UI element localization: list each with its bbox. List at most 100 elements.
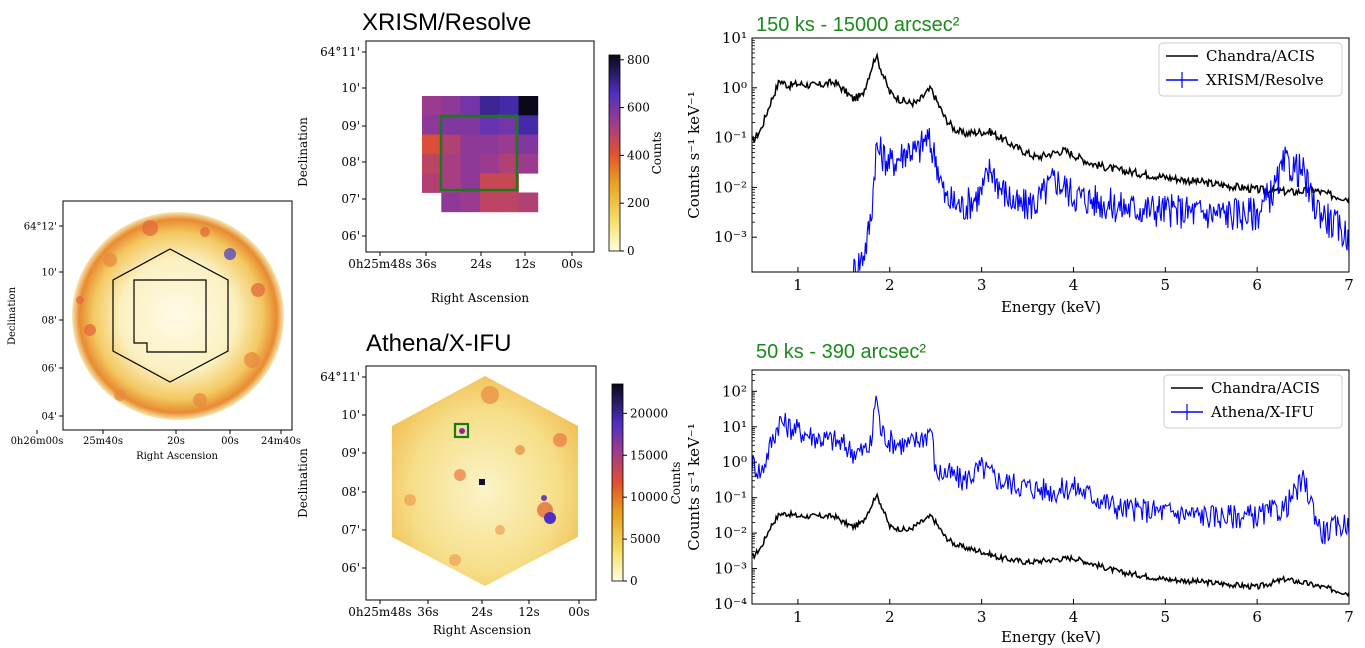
y-tick-label: 08' [42, 316, 57, 327]
resolve-pixel [460, 96, 481, 116]
resolve-spectrum-series [752, 51, 1349, 272]
resolve-pixel [441, 153, 461, 174]
resolve-pixel [441, 96, 461, 116]
resolve-pixel [460, 173, 481, 193]
colorbar-tick-label: 0 [630, 574, 638, 588]
panel3-xlabel: Energy (keV) [1001, 298, 1101, 316]
panel5-x-ticks: 1 2 3 4 5 6 7 [793, 599, 1354, 626]
resolve-colorbar [608, 54, 621, 252]
y-tick-label: 10⁻³ [714, 560, 747, 578]
panel1-x-ticks: 0h26m00s 25m40s 20s 00s 24m40s [11, 430, 301, 447]
y-tick-label: 10' [42, 268, 57, 279]
resolve-spectrum-title: 150 ks - 15000 arcsec² [756, 14, 960, 36]
resolve-pixel [422, 134, 442, 155]
y-tick-label: 09' [341, 119, 360, 133]
panel4-xlabel: Right Ascension [433, 623, 532, 637]
supernova-remnant-image [72, 212, 284, 420]
colorbar-tick-label: 200 [627, 196, 650, 210]
y-tick-label: 10¹ [722, 418, 747, 436]
colorbar-tick-label: 400 [627, 148, 650, 162]
resolve-pixel [518, 115, 539, 135]
x-tick-label: 1 [793, 276, 803, 294]
panel4-y-ticks: 64°11' 10' 09' 08' 07' 06' [320, 370, 366, 575]
panel2-xlabel: Right Ascension [431, 291, 530, 305]
y-tick-label: 64°11' [320, 370, 360, 384]
y-tick-label: 07' [341, 523, 360, 537]
x-tick-label: 00s [561, 257, 582, 271]
y-tick-label: 06' [341, 561, 360, 575]
colorbar-tick-label: 10000 [630, 490, 668, 504]
x-tick-label: 7 [1344, 608, 1354, 626]
resolve-pixel [479, 96, 500, 116]
resolve-pixel [441, 115, 461, 135]
x-tick-label: 4 [1069, 608, 1079, 626]
y-tick-label: 10⁻¹ [714, 129, 747, 147]
chandra-image-panel: 0h26m00s 25m40s 20s 00s 24m40s 64°12' 10' 08' 0… [7, 200, 301, 462]
resolve-pixel [479, 153, 500, 174]
x-tick-label: 1 [793, 608, 803, 626]
x-tick-label: 0h25m48s [348, 257, 411, 271]
resolve-pixel [479, 192, 500, 213]
resolve-pixel [441, 134, 461, 155]
y-tick-label: 10⁻³ [714, 228, 747, 246]
resolve-spectrum-frame [751, 37, 1350, 273]
resolve-colorbar-ticks: 0 200 400 600 800 [620, 53, 650, 258]
panel1-y-ticks: 64°12' 10' 08' 06' 04' [24, 222, 63, 423]
y-tick-label: 09' [341, 446, 360, 460]
xifu-hotspot-1 [544, 512, 556, 524]
resolve-pixel [441, 192, 461, 213]
resolve-pixel [518, 192, 539, 213]
panel3-x-ticks: 1 2 3 4 5 6 7 [793, 267, 1354, 294]
resolve-pixel [479, 173, 500, 193]
y-tick-label: 64°11' [320, 45, 360, 59]
series-line-comparison [752, 395, 1349, 545]
x-tick-label: 5 [1161, 276, 1171, 294]
x-tick-label: 6 [1252, 276, 1262, 294]
resolve-pixel [479, 115, 500, 135]
y-tick-label: 10⁰ [722, 79, 747, 97]
x-tick-label: 4 [1069, 276, 1079, 294]
resolve-pixel [499, 173, 519, 193]
panel2-ylabel: Declination [296, 117, 310, 187]
resolve-pixel [499, 153, 519, 174]
x-tick-label: 3 [977, 276, 987, 294]
x-tick-label: 36s [415, 257, 436, 271]
y-tick-label: 08' [341, 155, 360, 169]
resolve-pixel [479, 134, 500, 155]
resolve-pixel [460, 192, 481, 213]
y-tick-label: 10⁻¹ [714, 489, 747, 507]
resolve-pixel [441, 173, 461, 193]
panel2-x-ticks: 0h25m48s 36s 24s 12s 00s [348, 252, 583, 271]
resolve-pixel [499, 115, 519, 135]
resolve-pixel [460, 153, 481, 174]
xifu-spectrum-panel: 50 ks - 390 arcsec² 1 2 3 4 5 6 7 10⁻⁴ 10⁻³ 10⁻²… [685, 341, 1354, 646]
x-tick-label: 36s [417, 605, 438, 619]
y-tick-label: 10¹ [722, 29, 747, 47]
resolve-pixel [499, 192, 519, 213]
x-tick-label: 2 [885, 276, 895, 294]
resolve-pixel-grid [422, 96, 539, 213]
resolve-pixel [460, 115, 481, 135]
x-tick-label: 12s [514, 257, 535, 271]
colorbar-tick-label: 800 [627, 53, 650, 67]
resolve-pixel [422, 96, 442, 116]
y-tick-label: 06' [42, 364, 57, 375]
resolve-pixel [499, 134, 519, 155]
resolve-pixel [422, 173, 442, 193]
series-line-chandra [752, 492, 1349, 598]
x-tick-label: 3 [977, 608, 987, 626]
legend-label-chandra-2: Chandra/ACIS [1211, 379, 1320, 397]
xifu-map-title: Athena/X-IFU [366, 330, 511, 357]
y-tick-label: 10' [341, 81, 360, 95]
series-line-comparison [852, 127, 1349, 272]
panel1-ylabel: Declination [7, 286, 18, 345]
colorbar-tick-label: 600 [627, 101, 650, 115]
xifu-map-image [392, 376, 578, 586]
x-tick-label: 24m40s [261, 436, 301, 447]
x-tick-label: 7 [1344, 276, 1354, 294]
panel3-legend: Chandra/ACIS XRISM/Resolve [1158, 42, 1343, 97]
x-tick-label: 00s [221, 436, 239, 447]
x-tick-label: 12s [518, 605, 539, 619]
